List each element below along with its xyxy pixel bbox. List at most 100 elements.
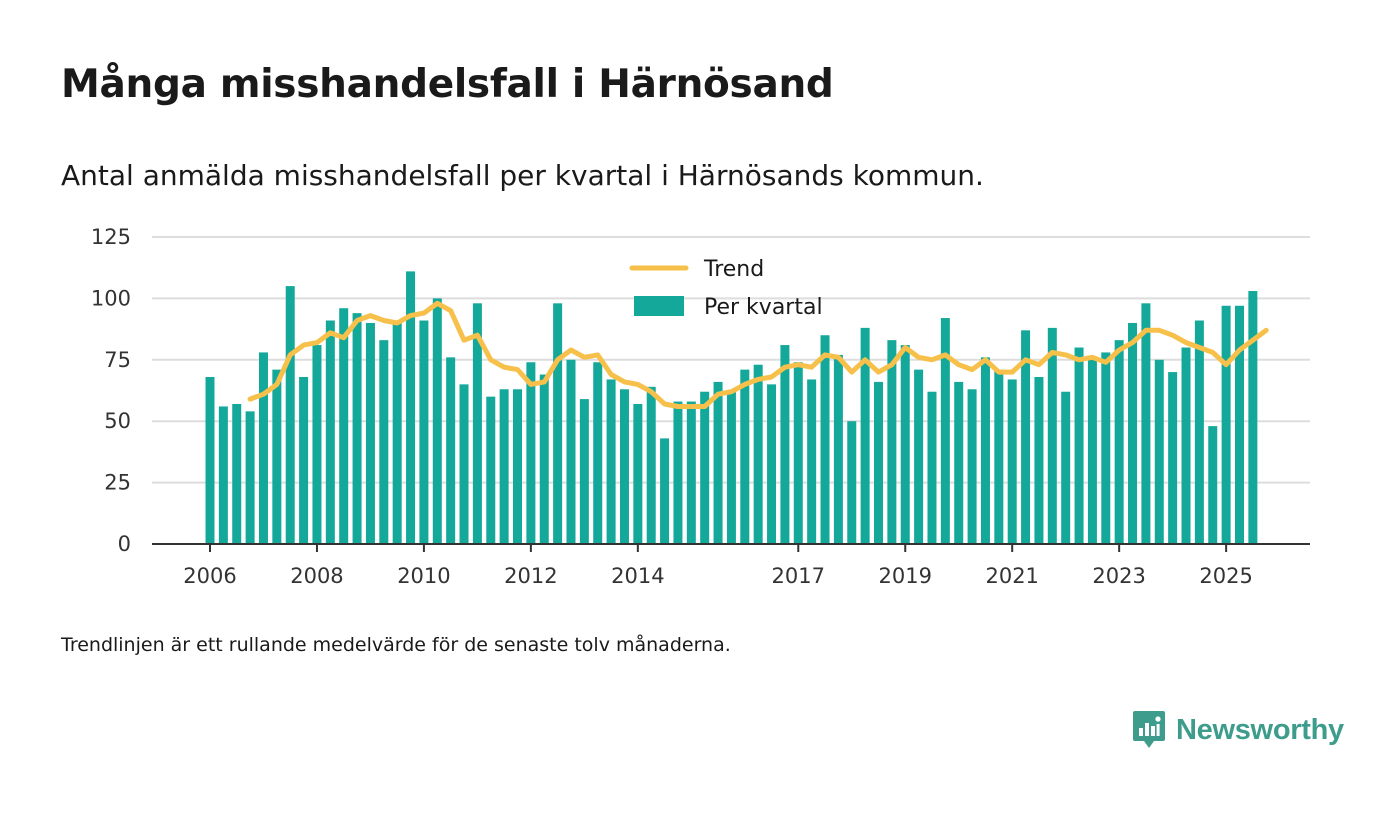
newsworthy-logo-icon [1133, 711, 1165, 748]
bar [1168, 372, 1178, 544]
bar [205, 376, 215, 544]
x-tick-label: 2017 [772, 564, 825, 588]
bar [553, 303, 563, 544]
bar [887, 340, 897, 544]
y-tick-label: 75 [104, 348, 131, 372]
bar [660, 438, 670, 544]
y-tick-label: 50 [104, 409, 131, 433]
bar [272, 369, 282, 544]
bar [579, 399, 589, 544]
bar [365, 322, 375, 544]
bar [1061, 391, 1071, 544]
bar [1128, 322, 1138, 544]
x-tick-label: 2006 [183, 564, 236, 588]
bar [1034, 376, 1044, 544]
bar [980, 357, 990, 544]
bar [753, 364, 763, 544]
bar [339, 308, 349, 544]
bar [1074, 347, 1084, 544]
chart-subtitle: Antal anmälda misshandelsfall per kvarta… [61, 159, 984, 192]
bar [232, 404, 242, 544]
bar [1181, 347, 1191, 544]
legend-trend-label: Trend [703, 257, 764, 282]
bar [1194, 320, 1204, 544]
bar [258, 352, 268, 544]
bar-series [205, 271, 1258, 544]
bar [646, 386, 656, 544]
bar [807, 379, 817, 544]
bar [1114, 340, 1124, 544]
bar [499, 389, 509, 544]
x-tick-label: 2012 [504, 564, 557, 588]
bar [526, 362, 536, 544]
x-tick-label: 2023 [1092, 564, 1145, 588]
x-tick-label: 2021 [985, 564, 1038, 588]
bar [713, 381, 723, 544]
bar [686, 401, 696, 544]
brand-name: Newsworthy [1176, 713, 1344, 746]
bar [285, 286, 295, 544]
x-tick-label: 2008 [290, 564, 343, 588]
bar [1221, 305, 1231, 544]
axes: 0 25 50 75 100 125 2006 2008 2010 2012 2014 2017 201… [91, 225, 1310, 588]
trend-line [247, 300, 1269, 409]
bar [940, 318, 950, 544]
x-tick-label: 2025 [1199, 564, 1252, 588]
bar [486, 396, 496, 544]
bar-line-chart: 0 25 50 75 100 125 2006 2008 2010 2012 2014 2017 201… [91, 225, 1310, 588]
bar [1141, 303, 1151, 544]
bar [539, 374, 549, 544]
bar [218, 406, 228, 544]
bar [767, 384, 777, 544]
bar [1208, 426, 1218, 544]
legend-bars-label: Per kvartal [704, 295, 823, 320]
bar [1007, 379, 1017, 544]
bar [820, 335, 830, 544]
bar [700, 391, 710, 544]
bar [967, 389, 977, 544]
bar [419, 320, 429, 544]
bar [793, 362, 803, 544]
bar [606, 379, 616, 544]
y-tick-label: 125 [91, 225, 131, 249]
bar [994, 369, 1004, 544]
legend: Trend Per kvartal [629, 257, 823, 320]
brand[interactable]: Newsworthy [1132, 710, 1344, 750]
bar [472, 303, 482, 544]
bar [245, 411, 255, 544]
bar [673, 401, 683, 544]
bar [299, 376, 309, 544]
bar [446, 357, 456, 544]
y-tick-label: 25 [104, 471, 131, 495]
bar [1101, 352, 1111, 544]
bar [566, 359, 576, 544]
bar [633, 404, 643, 544]
y-tick-label: 0 [118, 532, 131, 556]
chart-title: Många misshandelsfall i Härnösand [61, 62, 834, 107]
bar [847, 421, 857, 544]
bar [459, 384, 469, 544]
bar [325, 320, 335, 544]
bar [1021, 330, 1031, 544]
bar [860, 327, 870, 544]
bar [740, 369, 750, 544]
legend-bars-swatch [634, 296, 684, 316]
bar [780, 345, 790, 544]
trend-series [247, 300, 1269, 409]
bar [1248, 291, 1258, 544]
bar [1154, 359, 1164, 544]
bar [619, 389, 629, 544]
x-tick-label: 2014 [611, 564, 664, 588]
bar [312, 345, 322, 544]
x-tick-label: 2019 [879, 564, 932, 588]
bar [432, 298, 442, 544]
bar [406, 271, 416, 544]
bar [513, 389, 523, 544]
bar [954, 381, 964, 544]
bar [1087, 359, 1097, 544]
bar [379, 340, 389, 544]
bar [593, 362, 603, 544]
bar [914, 369, 924, 544]
y-tick-label: 100 [91, 286, 131, 310]
footnote: Trendlinjen är ett rullande medelvärde f… [61, 634, 731, 656]
